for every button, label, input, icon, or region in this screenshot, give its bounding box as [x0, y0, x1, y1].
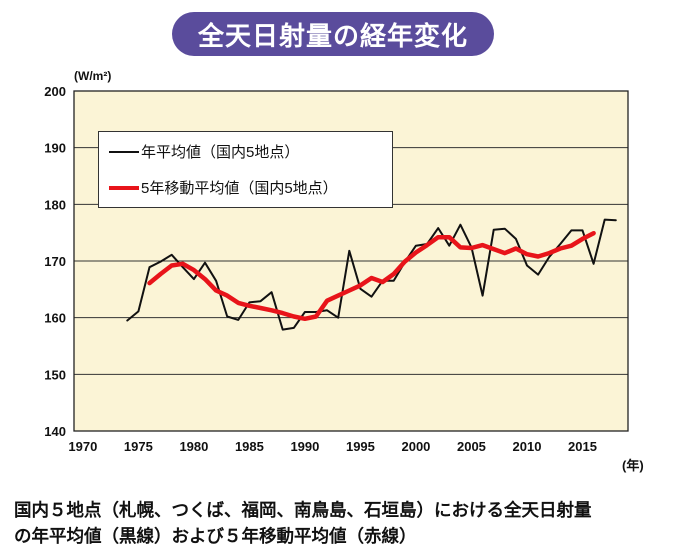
legend-item-annual: 年平均値（国内5地点）	[109, 141, 299, 162]
x-tick-label: 1985	[235, 439, 264, 454]
x-tick-label: 2000	[401, 439, 430, 454]
y-tick-label: 140	[44, 424, 66, 439]
series-lines	[126, 218, 617, 331]
y-tick-label: 180	[44, 197, 66, 212]
legend-label: 5年移動平均値（国内5地点）	[141, 180, 338, 197]
y-tick-label: 150	[44, 367, 66, 382]
x-axis-label: (年)	[622, 458, 644, 473]
caption: 国内５地点（札幌、つくば、福岡、南鳥島、石垣島）における全天日射量 の年平均値（…	[14, 497, 592, 549]
moving-average-line	[147, 230, 596, 322]
legend: 年平均値（国内5地点） 5年移動平均値（国内5地点）	[98, 131, 393, 208]
legend-item-moving-average: 5年移動平均値（国内5地点）	[109, 177, 338, 198]
y-tick-label: 170	[44, 254, 66, 269]
x-tick-label: 2005	[457, 439, 486, 454]
x-tick-label: 1970	[68, 439, 97, 454]
annual-mean-line	[126, 218, 617, 331]
legend-label: 年平均値（国内5地点）	[141, 144, 300, 161]
x-tick-label: 2015	[568, 439, 597, 454]
x-tick-label: 1975	[124, 439, 153, 454]
caption-line-1: 国内５地点（札幌、つくば、福岡、南鳥島、石垣島）における全天日射量	[14, 500, 592, 520]
y-tick-label: 160	[44, 311, 66, 326]
x-tick-label: 1990	[290, 439, 319, 454]
y-tick-label: 190	[44, 141, 66, 156]
x-tick-labels: 1970 1975 1980 1985 1990 1995 2000 2005 2010 2015	[68, 439, 597, 454]
legend-swatch-black	[109, 150, 139, 153]
plot-frame	[73, 90, 629, 432]
chart-title: 全天日射量の経年変化	[172, 12, 494, 56]
x-tick-label: 1995	[346, 439, 375, 454]
x-tick-label: 1980	[179, 439, 208, 454]
caption-line-2: の年平均値（黒線）および５年移動平均値（赤線）	[14, 526, 417, 546]
legend-swatch-red	[109, 185, 139, 190]
y-tick-labels: 140 150 160 170 180 190 200	[44, 84, 66, 439]
y-axis-label: (W/m²)	[74, 69, 111, 83]
x-tick-label: 2010	[513, 439, 542, 454]
y-tick-label: 200	[44, 84, 66, 99]
